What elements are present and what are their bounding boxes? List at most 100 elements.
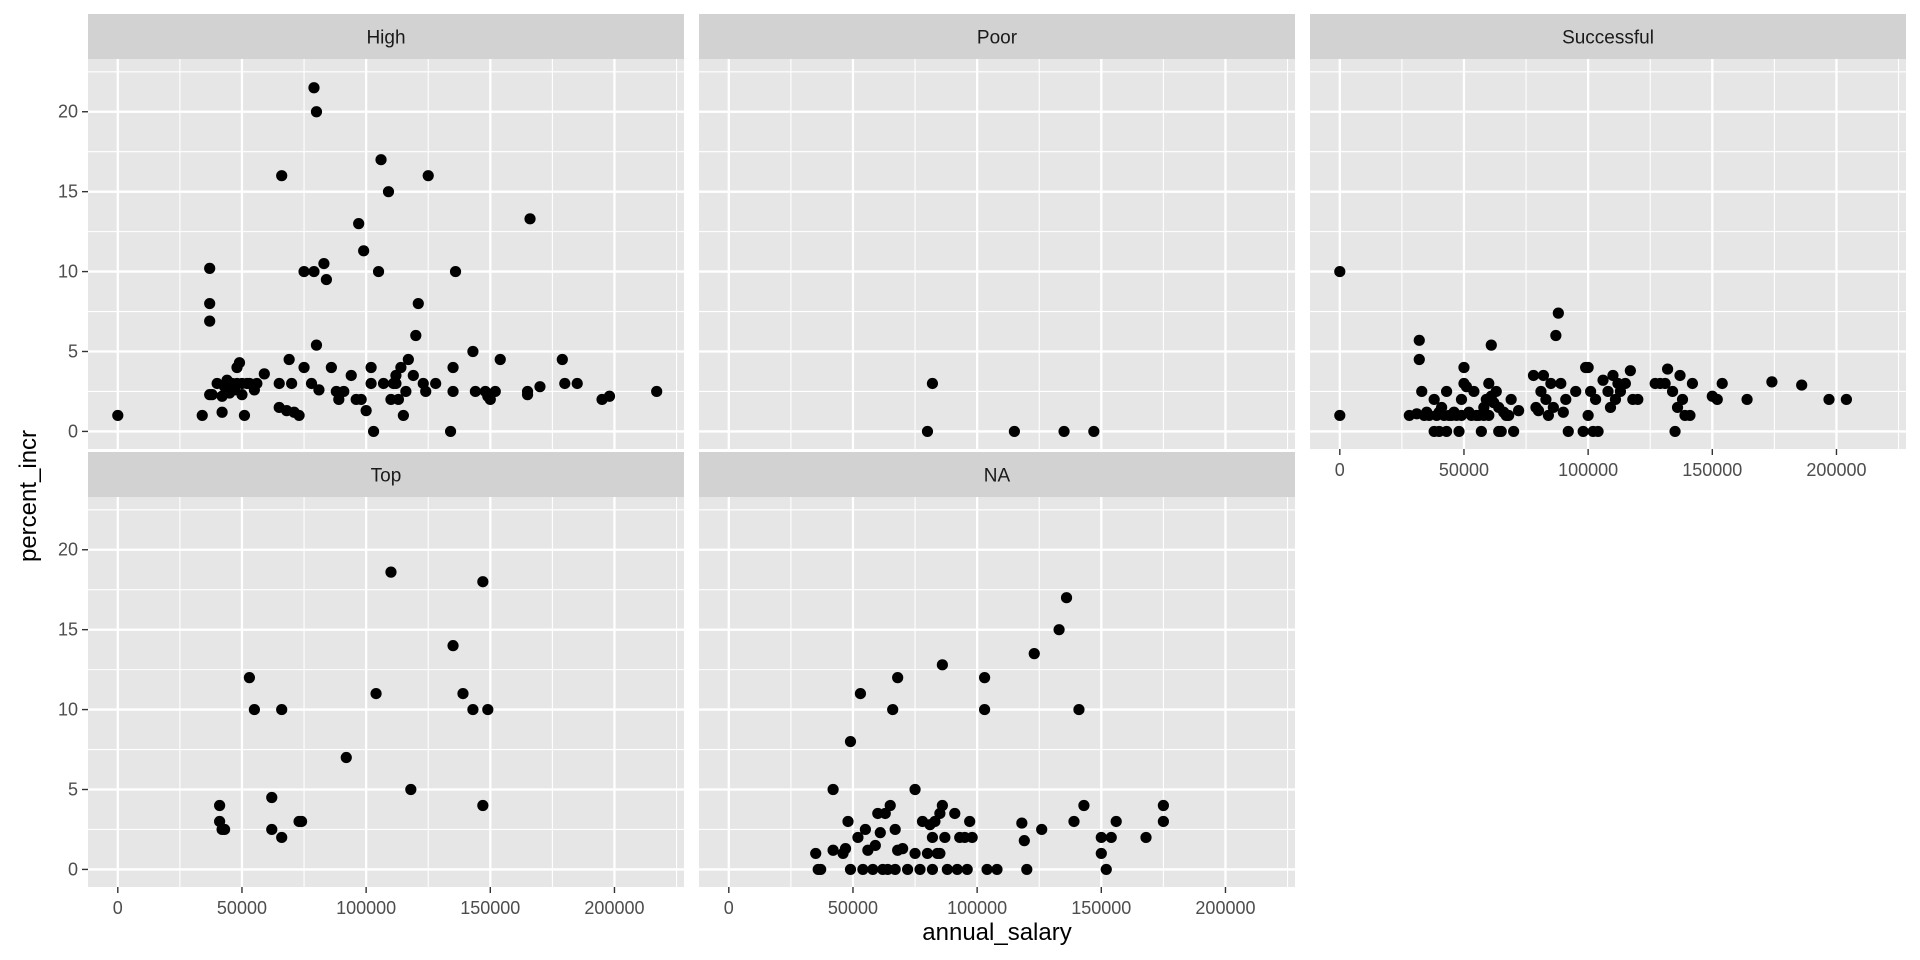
data-point	[810, 847, 822, 860]
data-point	[196, 409, 208, 422]
data-point	[273, 377, 285, 390]
data-point	[1157, 799, 1169, 812]
y-tick-label: 15	[58, 182, 78, 202]
x-tick-label: 0	[724, 898, 734, 918]
data-point	[1458, 361, 1470, 374]
data-point	[1068, 815, 1080, 828]
data-point	[218, 823, 231, 836]
data-point	[1413, 353, 1425, 366]
data-point	[444, 425, 457, 438]
data-point	[457, 687, 469, 700]
data-point	[1659, 377, 1671, 390]
data-point	[859, 823, 871, 836]
data-point	[467, 345, 479, 358]
facet-high: High	[88, 14, 684, 449]
data-point	[1570, 385, 1582, 398]
data-point	[1741, 393, 1753, 406]
data-point	[929, 815, 941, 828]
data-point	[310, 106, 323, 118]
x-tick-label: 100000	[1558, 460, 1618, 480]
data-point	[482, 703, 494, 716]
data-point	[360, 405, 372, 417]
data-point	[842, 815, 854, 828]
data-point	[1537, 369, 1550, 382]
data-point	[1597, 374, 1609, 386]
data-point	[397, 409, 409, 422]
data-point	[909, 847, 921, 860]
data-point	[827, 844, 839, 856]
data-point	[1416, 385, 1428, 398]
data-point	[524, 213, 536, 225]
data-point	[402, 353, 414, 366]
data-point	[1140, 831, 1152, 844]
data-point	[1468, 385, 1480, 398]
x-tick-label: 100000	[947, 898, 1007, 918]
data-point	[333, 393, 345, 406]
data-point	[1490, 385, 1502, 398]
data-point	[1555, 377, 1567, 390]
data-point	[494, 353, 506, 366]
data-point	[1796, 379, 1808, 391]
data-point	[345, 369, 357, 382]
data-point	[412, 297, 424, 310]
data-point	[206, 389, 218, 401]
facet-strip-label: Poor	[977, 28, 1018, 49]
data-point	[839, 843, 852, 855]
data-point	[852, 831, 864, 844]
data-point	[286, 377, 298, 390]
data-point	[939, 831, 951, 844]
x-tick-label: 0	[113, 898, 123, 918]
x-tick-label: 50000	[217, 898, 267, 918]
data-point	[467, 703, 479, 716]
data-point	[1669, 425, 1681, 438]
data-point	[1686, 377, 1699, 390]
data-point	[283, 353, 295, 366]
data-point	[266, 823, 278, 836]
data-point	[887, 703, 899, 716]
data-point	[390, 377, 402, 390]
data-point	[318, 257, 330, 270]
data-point	[1666, 385, 1679, 398]
data-point	[991, 863, 1003, 876]
data-point	[869, 839, 881, 852]
data-point	[320, 273, 332, 286]
data-point	[477, 799, 489, 812]
data-point	[1018, 835, 1030, 847]
facet-strip	[1310, 14, 1906, 59]
data-point	[534, 381, 546, 393]
data-point	[1840, 393, 1852, 406]
data-point	[1513, 405, 1525, 417]
y-tick-label: 15	[58, 620, 78, 640]
data-point	[1503, 409, 1515, 422]
data-point	[1604, 401, 1617, 414]
data-point	[1557, 406, 1569, 418]
x-tick-label: 200000	[584, 898, 644, 918]
data-point	[1508, 425, 1520, 438]
data-point	[884, 799, 896, 812]
data-point	[1619, 377, 1631, 390]
data-point	[375, 154, 387, 166]
data-point	[1542, 409, 1554, 422]
data-point	[1095, 831, 1107, 844]
data-point	[1711, 393, 1723, 406]
data-point	[216, 406, 228, 418]
data-point	[844, 863, 857, 876]
data-point	[276, 703, 288, 716]
data-point	[298, 361, 310, 374]
data-point	[365, 377, 377, 390]
data-point	[204, 315, 216, 327]
data-point	[353, 218, 365, 230]
data-point	[1592, 425, 1604, 438]
data-point	[978, 703, 991, 716]
data-point	[1078, 799, 1090, 812]
data-point	[1495, 425, 1507, 438]
data-point	[204, 297, 216, 310]
data-point	[941, 863, 953, 876]
data-point	[295, 815, 308, 828]
data-point	[889, 863, 901, 876]
data-point	[420, 385, 432, 398]
data-point	[1483, 377, 1495, 390]
facet-strip-label: Successful	[1562, 28, 1654, 49]
data-point	[1550, 329, 1562, 342]
